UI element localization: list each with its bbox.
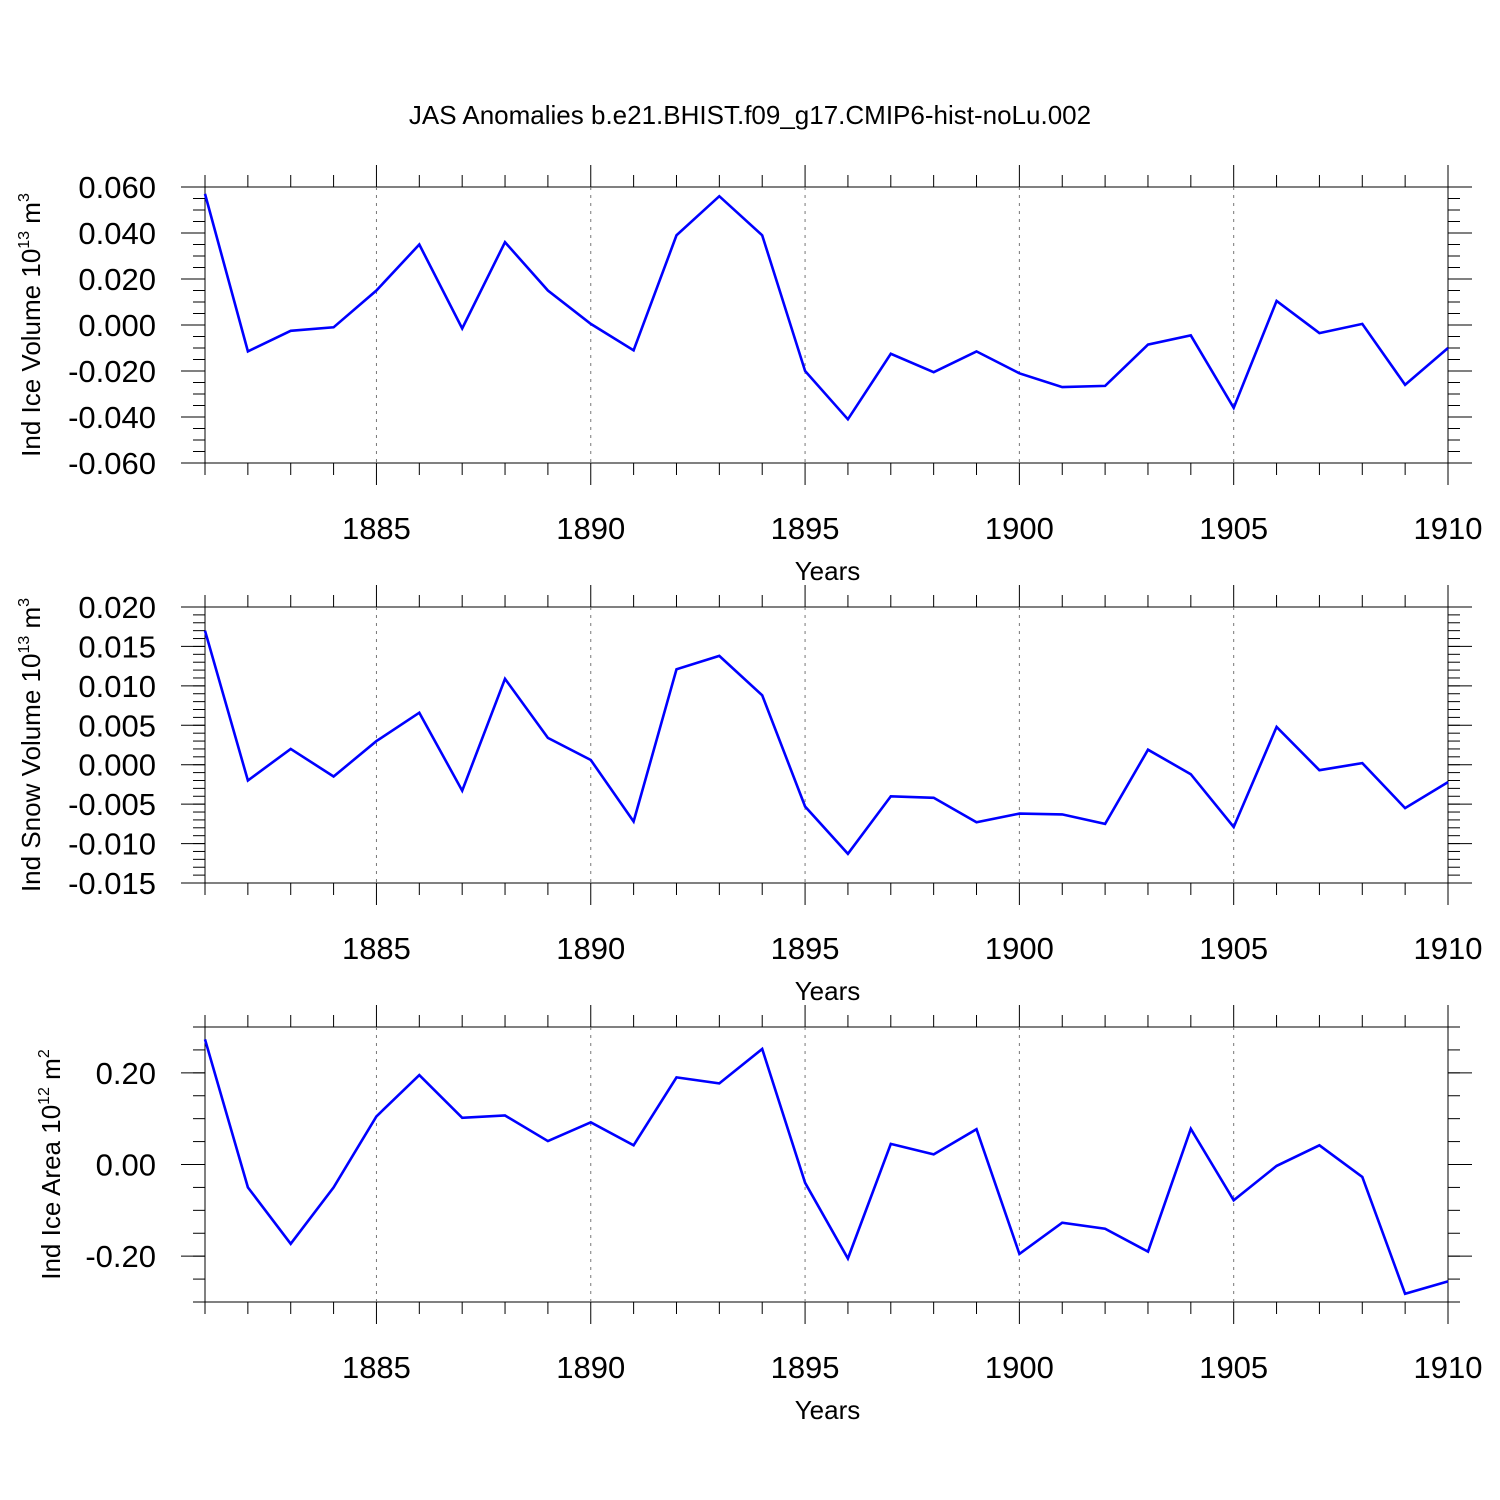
y-tick-label: -0.20 — [85, 1239, 156, 1274]
y-tick-label: -0.010 — [68, 827, 156, 862]
chart-panels: 1885 1890 1895 1900 1905 1910 Years 0.060 0.040 0… — [16, 165, 1482, 1425]
y-tick-label: 0.060 — [78, 170, 156, 205]
y-tick-label: -0.015 — [68, 866, 156, 901]
y-axis-label-text: Ind Ice Area 10 — [36, 1105, 66, 1280]
y-axis-label-unit: m — [16, 607, 46, 636]
x-tick-label: 1890 — [556, 511, 625, 546]
y-axis-label-unit: m — [16, 202, 46, 231]
chart-panel-2: 1885 1890 1895 1900 1905 1910 Years 0.020 0.015 0… — [16, 585, 1482, 1006]
y-tick-label: 0.00 — [96, 1148, 156, 1183]
plot-frame — [204, 606, 1449, 884]
y-axis-label: Ind Ice Area 1012 m2 — [36, 1049, 66, 1280]
y-axis-label: Ind Snow Volume 1013 m3 — [16, 598, 46, 892]
x-tick-label: 1885 — [342, 1350, 411, 1385]
y-tick-label: 0.000 — [78, 748, 156, 783]
x-tick-label: 1905 — [1199, 931, 1268, 966]
y-tick-label: 0.000 — [78, 308, 156, 343]
y-axis-label-sup: 13 — [16, 231, 33, 249]
y-axis-label-sup: 13 — [16, 636, 33, 654]
y-tick-label: 0.20 — [96, 1056, 156, 1091]
x-tick-label: 1910 — [1414, 511, 1483, 546]
chart-panel-3: 1885 1890 1895 1900 1905 1910 Years 0.20 0.00 -0.… — [36, 1005, 1482, 1425]
y-axis-label-unit-sup: 3 — [16, 193, 33, 202]
series-line — [203, 630, 1449, 856]
y-tick-label: 0.015 — [78, 629, 156, 664]
x-tick-label: 1885 — [342, 931, 411, 966]
x-tick-label: 1900 — [985, 1350, 1054, 1385]
series-line — [203, 193, 1449, 422]
x-tick-label: 1910 — [1414, 931, 1483, 966]
y-axis-label: Ind Ice Volume 1013 m3 — [16, 193, 46, 457]
x-tick-label: 1900 — [985, 931, 1054, 966]
y-tick-label: 0.020 — [78, 262, 156, 297]
y-axis-label-text: Ind Snow Volume 10 — [16, 654, 46, 893]
y-tick-label: 0.010 — [78, 669, 156, 704]
chart-panel-1: 1885 1890 1895 1900 1905 1910 Years 0.060 0.040 0… — [16, 165, 1482, 586]
y-tick-label: 0.020 — [78, 590, 156, 625]
y-axis-label-sup: 12 — [36, 1087, 53, 1105]
plot-frame — [204, 1026, 1449, 1303]
x-tick-label: 1890 — [556, 1350, 625, 1385]
x-tick-label: 1905 — [1199, 511, 1268, 546]
y-axis-label-text: Ind Ice Volume 10 — [16, 249, 46, 457]
x-tick-label: 1900 — [985, 511, 1054, 546]
figure-title: JAS Anomalies b.e21.BHIST.f09_g17.CMIP6-… — [409, 100, 1091, 130]
plot-frame — [204, 186, 1449, 464]
y-tick-label: -0.040 — [68, 400, 156, 435]
x-axis-label: Years — [795, 1395, 861, 1425]
x-tick-label: 1895 — [771, 931, 840, 966]
x-axis-label: Years — [795, 976, 861, 1006]
x-axis-label: Years — [795, 556, 861, 586]
y-tick-label: 0.040 — [78, 216, 156, 251]
x-tick-label: 1905 — [1199, 1350, 1268, 1385]
x-tick-label: 1895 — [771, 511, 840, 546]
y-tick-label: -0.020 — [68, 354, 156, 389]
x-tick-label: 1910 — [1414, 1350, 1483, 1385]
series-line — [203, 1039, 1449, 1296]
y-axis-label-unit-sup: 2 — [36, 1049, 53, 1058]
y-tick-label: 0.005 — [78, 708, 156, 743]
x-tick-label: 1890 — [556, 931, 625, 966]
y-tick-label: -0.005 — [68, 787, 156, 822]
x-tick-label: 1885 — [342, 511, 411, 546]
x-tick-label: 1895 — [771, 1350, 840, 1385]
y-tick-label: -0.060 — [68, 446, 156, 481]
y-axis-label-unit: m — [36, 1058, 66, 1087]
y-axis-label-unit-sup: 3 — [16, 598, 33, 607]
